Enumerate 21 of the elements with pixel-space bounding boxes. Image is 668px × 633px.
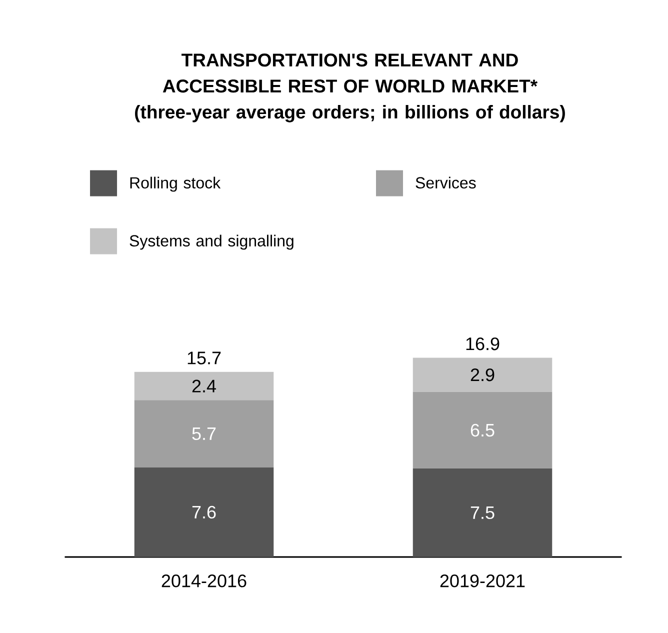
total-label: 16.9 [466,337,500,350]
bar [412,392,552,469]
data-label: 2.9 [470,368,494,382]
bar [412,358,552,392]
legend-label: Services [416,176,476,189]
legend-label: Rolling stock [130,176,221,192]
data-label: 7.6 [192,506,216,519]
total-label: 15.7 [188,352,221,364]
bar [134,400,274,468]
data-label: 2.4 [192,380,216,392]
chart-subtitle: (three-year average orders; in billions of dollars) [135,105,565,122]
data-label: 5.7 [192,427,216,440]
data-label: 7.5 [470,506,494,520]
bar [134,467,274,557]
bar [412,468,552,557]
data-label: 6.5 [470,424,494,437]
bar [134,372,274,400]
x-tick-label: 2014-2016 [162,574,246,588]
chart-title: TRANSPORTATION'S RELEVANT AND ACCESSIBLE REST OF WORLD MARKET* [162,54,538,93]
x-tick-label: 2019-2021 [440,574,525,588]
legend-label: Systems and signalling [130,234,294,250]
